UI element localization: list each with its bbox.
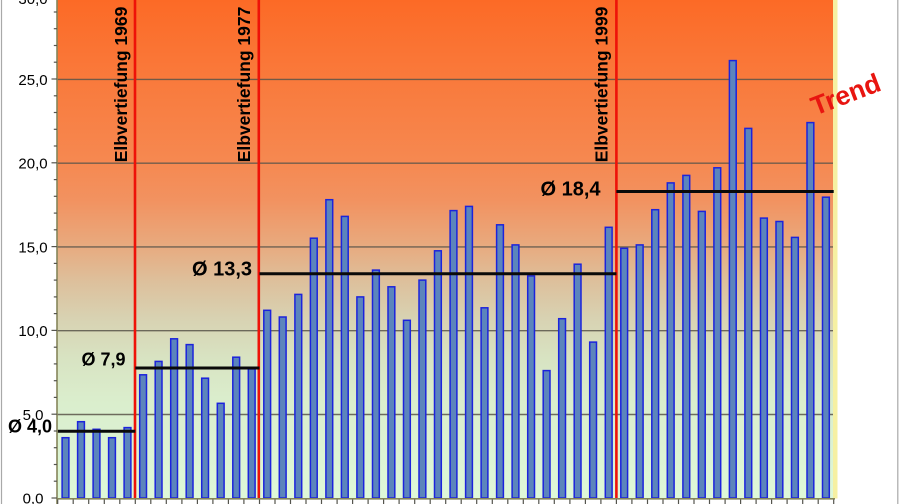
svg-text:15,0: 15,0 — [18, 239, 47, 256]
svg-text:Elbvertiefung 1969: Elbvertiefung 1969 — [111, 6, 131, 162]
svg-text:Ø 13,3: Ø 13,3 — [192, 259, 252, 281]
svg-text:25,0: 25,0 — [18, 72, 47, 89]
svg-text:Elbvertiefung 1977: Elbvertiefung 1977 — [234, 7, 254, 163]
svg-text:Ø 18,4: Ø 18,4 — [540, 179, 601, 201]
svg-text:10,0: 10,0 — [18, 323, 47, 340]
svg-text:Ø 7,9: Ø 7,9 — [81, 350, 125, 370]
svg-text:30,0: 30,0 — [18, 0, 47, 8]
svg-text:0,0: 0,0 — [23, 490, 44, 504]
svg-text:Elbvertiefung 1999: Elbvertiefung 1999 — [591, 6, 611, 162]
svg-text:Ø 4,0: Ø 4,0 — [8, 416, 52, 436]
svg-text:5,0: 5,0 — [23, 407, 44, 424]
svg-text:20,0: 20,0 — [18, 156, 47, 173]
